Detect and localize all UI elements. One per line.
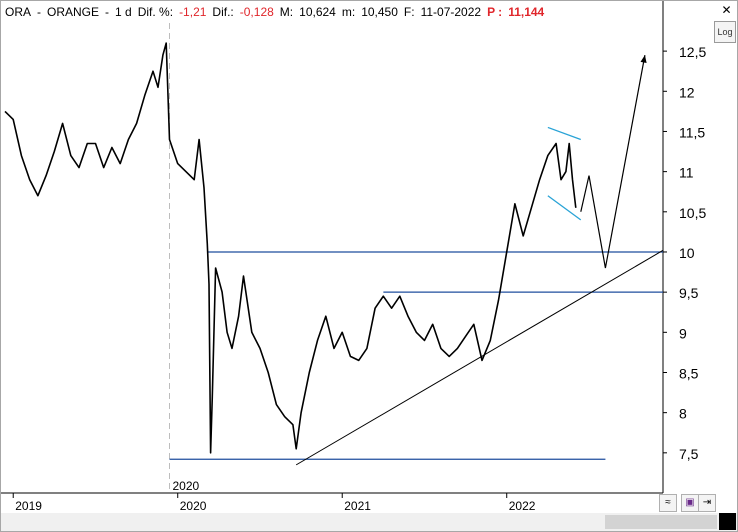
y-tick-label: 8,5 — [679, 365, 699, 381]
min-value: 10,450 — [361, 5, 398, 19]
period-marker-label: 2020 — [173, 479, 200, 493]
x-tick-label: 2019 — [15, 499, 42, 513]
date-value: 11-07-2022 — [420, 5, 482, 19]
y-tick-label: 10 — [679, 245, 695, 261]
dif-value: -0,128 — [239, 5, 274, 19]
y-tick-label: 9,5 — [679, 285, 699, 301]
projection-arrowhead — [640, 55, 647, 63]
dif-pct-label: Dif. %: — [137, 5, 174, 19]
dash: - — [105, 5, 110, 19]
price-value: 11,144 — [508, 5, 545, 19]
min-label: m: — [341, 5, 356, 19]
y-tick-label: 8 — [679, 406, 687, 422]
y-tick-label: 12 — [679, 84, 695, 100]
price-label: P : — [487, 5, 503, 19]
axis-labels: 12,5 12 11,5 11 10,5 10 9,5 9 8,5 8 7,5 2019 2020 202… — [15, 44, 706, 513]
save-icon[interactable]: ▣ — [681, 494, 699, 512]
x-tick-label: 2020 — [180, 499, 207, 513]
price-chart: 12,5 12 11,5 11 10,5 10 9,5 9 8,5 8 7,5 2019 2020 202… — [1, 1, 706, 513]
y-tick-label: 9 — [679, 325, 687, 341]
status-bar — [1, 513, 737, 531]
panel-toggle-button[interactable] — [719, 513, 736, 530]
horizontal-scrollbar[interactable] — [605, 515, 717, 529]
dif-label: Dif.: — [212, 5, 234, 19]
x-tick-label: 2021 — [344, 499, 371, 513]
quote-header: ORA - ORANGE - 1 d Dif. %: -1,21 Dif.: -… — [5, 3, 544, 21]
y-tick-label: 12,5 — [679, 44, 706, 60]
chart-annotations — [169, 54, 664, 466]
period: 1 d — [115, 5, 132, 19]
pin-icon[interactable]: ⇥ — [698, 494, 716, 512]
channel-line — [547, 195, 582, 221]
axes — [1, 1, 667, 498]
price-line — [4, 42, 577, 454]
date-label: F: — [403, 5, 415, 19]
channel-line — [547, 126, 581, 141]
y-tick-label: 7,5 — [679, 446, 699, 462]
dash: - — [37, 5, 42, 19]
y-tick-label: 11,5 — [679, 124, 705, 140]
y-tick-label: 10,5 — [679, 205, 706, 221]
trend-line — [295, 249, 664, 466]
symbol: ORA — [5, 5, 32, 19]
price-series — [4, 42, 577, 454]
log-scale-button[interactable]: Log — [714, 21, 736, 43]
x-tick-label: 2022 — [509, 499, 536, 513]
dif-pct-value: -1,21 — [179, 5, 207, 19]
instrument-name: ORANGE — [47, 5, 100, 19]
projection-path — [580, 54, 646, 269]
close-button[interactable]: ✕ — [721, 3, 732, 17]
max-value: 10,624 — [299, 5, 336, 19]
zoom-icon[interactable]: ≈ — [659, 494, 677, 512]
y-tick-label: 11 — [679, 165, 694, 181]
max-label: M: — [279, 5, 294, 19]
